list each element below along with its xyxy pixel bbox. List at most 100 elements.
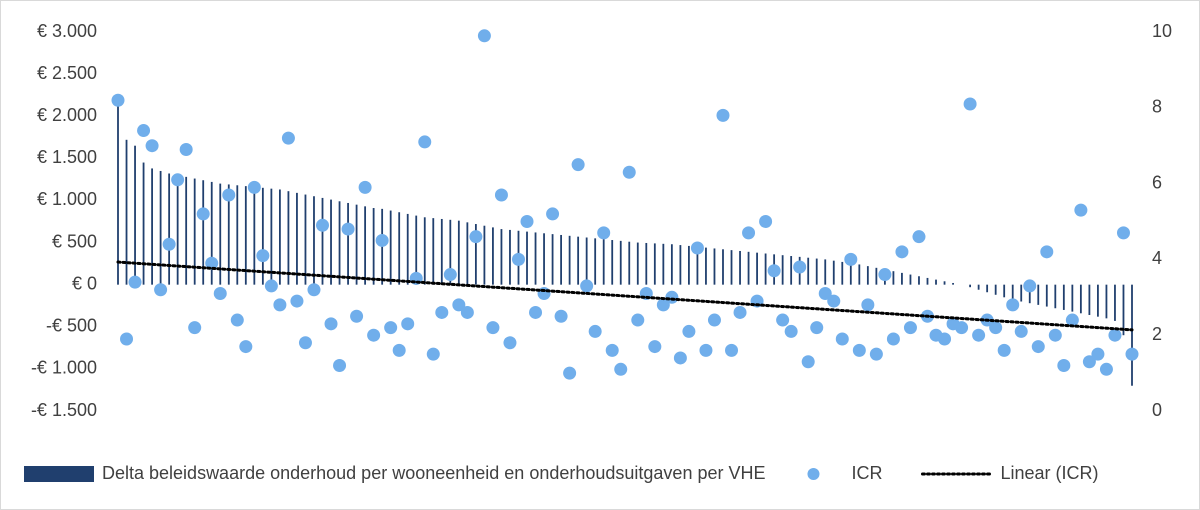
bar xyxy=(227,184,230,285)
bar xyxy=(287,191,290,285)
bar xyxy=(781,255,784,285)
scatter-point xyxy=(903,321,917,335)
scatter-point xyxy=(912,230,926,244)
y2-tick-label: 10 xyxy=(1152,21,1172,41)
y2-tick-label: 8 xyxy=(1152,97,1162,117)
bar xyxy=(142,162,145,285)
scatter-point xyxy=(316,218,330,232)
scatter-point xyxy=(392,343,406,357)
scatter-point xyxy=(673,351,687,365)
bar xyxy=(892,271,895,285)
scatter-point xyxy=(690,241,704,255)
scatter-point xyxy=(886,332,900,346)
scatter-point xyxy=(742,226,756,240)
scatter-point xyxy=(1040,245,1054,259)
scatter-point xyxy=(989,321,1003,335)
legend-label: Linear (ICR) xyxy=(1000,463,1098,483)
scatter-point xyxy=(188,321,202,335)
bar xyxy=(909,274,912,285)
y2-tick-label: 2 xyxy=(1152,324,1162,344)
scatter-point xyxy=(571,158,585,172)
bar xyxy=(560,234,562,285)
bar xyxy=(278,189,281,285)
bar xyxy=(338,201,341,285)
scatter-point xyxy=(776,313,790,327)
bar xyxy=(534,232,537,285)
trendline xyxy=(116,260,1134,332)
scatter-point xyxy=(171,173,185,187)
bar xyxy=(244,186,247,285)
bar xyxy=(176,175,179,285)
bar xyxy=(1105,284,1108,319)
scatter-point xyxy=(350,309,364,323)
scatter-point xyxy=(341,222,355,236)
bar xyxy=(1037,284,1040,305)
scatter-point xyxy=(810,321,824,335)
bar xyxy=(219,183,222,285)
bar xyxy=(994,284,997,295)
scatter-point xyxy=(563,366,577,380)
bar xyxy=(509,229,511,285)
scatter-point xyxy=(205,256,219,270)
scatter-point xyxy=(384,321,398,335)
bar xyxy=(594,238,597,285)
scatter-point xyxy=(358,180,372,194)
scatter-point xyxy=(759,215,773,228)
scatter-point xyxy=(972,328,986,342)
scatter-point xyxy=(1116,226,1130,240)
y-tick-label: € 0 xyxy=(72,273,97,293)
bar xyxy=(134,145,136,285)
bar xyxy=(253,186,256,285)
scatter-point xyxy=(733,305,747,319)
bar xyxy=(764,253,767,285)
bar xyxy=(151,168,153,285)
scatter-point xyxy=(469,230,483,244)
y-tick-label: € 500 xyxy=(52,231,97,251)
legend-label: Delta beleidswaarde onderhoud per woonee… xyxy=(102,463,765,483)
scatter-point xyxy=(120,332,134,346)
bar xyxy=(449,219,452,285)
bar xyxy=(1097,284,1099,317)
scatter-point xyxy=(1125,347,1139,361)
bar xyxy=(577,236,580,285)
bar xyxy=(926,277,929,285)
bar xyxy=(688,245,690,285)
bar xyxy=(117,103,119,285)
bar xyxy=(1088,284,1091,315)
scatter-point xyxy=(546,207,560,221)
bar xyxy=(747,251,750,285)
bar xyxy=(125,139,128,285)
bar xyxy=(440,218,443,285)
scatter-point xyxy=(699,343,713,357)
scatter-point xyxy=(1023,279,1037,293)
y2-tick-label: 4 xyxy=(1152,248,1162,268)
scatter-point xyxy=(580,279,594,293)
scatter-point xyxy=(1065,313,1079,327)
bar xyxy=(492,227,494,285)
bar xyxy=(986,284,989,293)
scatter-point xyxy=(222,188,236,202)
scatter-point xyxy=(375,233,389,247)
bar xyxy=(705,247,707,285)
bar xyxy=(1114,284,1116,321)
scatter-point xyxy=(529,305,543,319)
scatter-point xyxy=(264,279,278,293)
bar xyxy=(815,258,818,285)
bar xyxy=(168,173,171,285)
scatter-point xyxy=(1031,340,1045,354)
bar xyxy=(807,257,810,285)
scatter-point xyxy=(1091,347,1105,361)
bar xyxy=(1003,284,1006,298)
bar xyxy=(670,244,673,285)
bar xyxy=(585,237,588,285)
scatter-point xyxy=(793,260,807,274)
bar xyxy=(611,240,614,285)
bar xyxy=(713,248,716,285)
scatter-point xyxy=(145,139,159,153)
legend-swatch xyxy=(24,466,94,482)
scatter-point xyxy=(955,321,969,335)
bar xyxy=(457,220,460,285)
bar xyxy=(364,206,367,285)
bar xyxy=(901,272,903,285)
